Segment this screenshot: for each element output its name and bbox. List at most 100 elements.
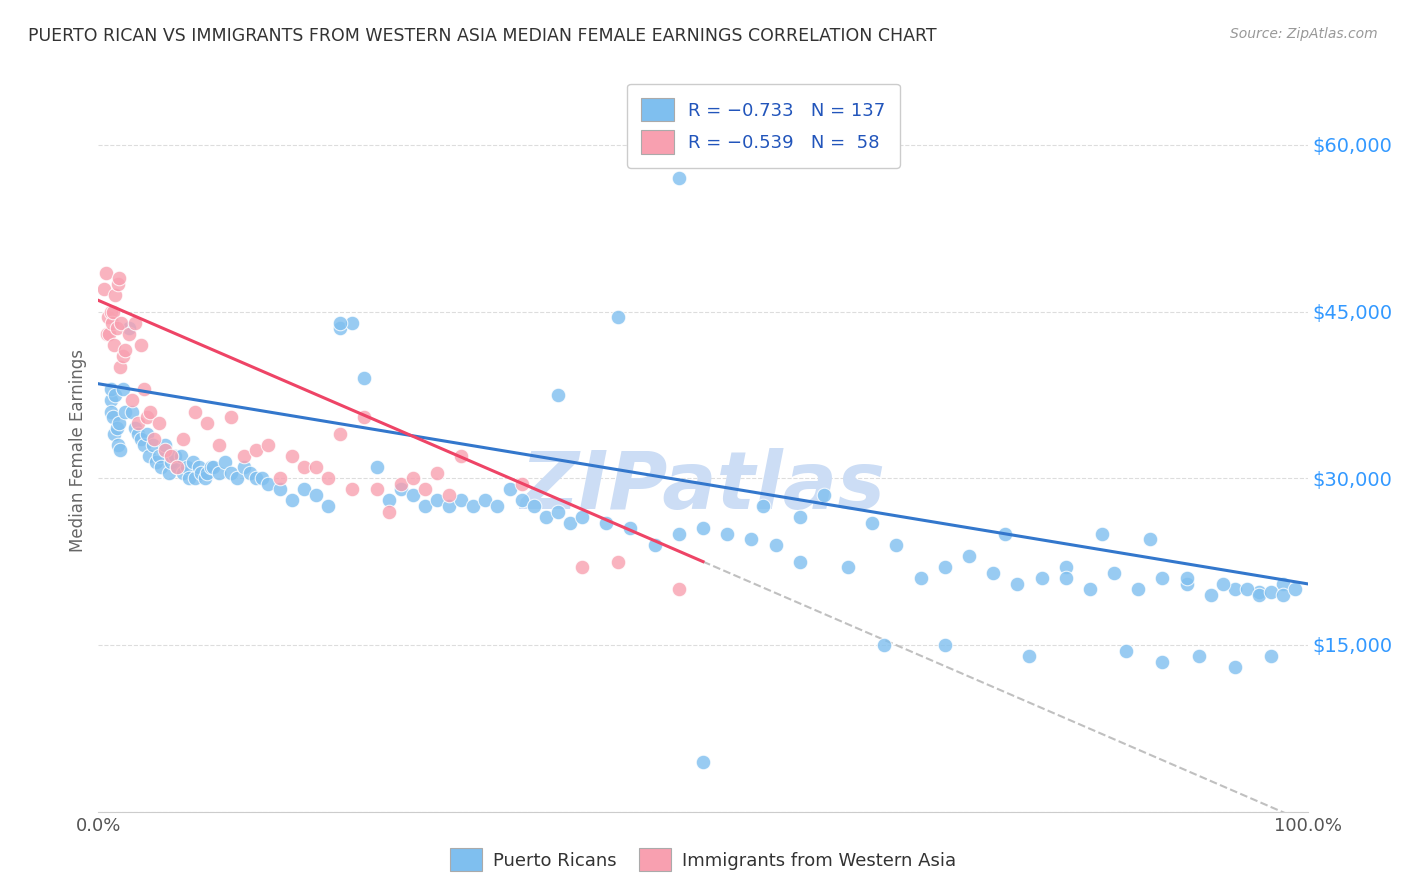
Point [389,483,412,497]
Point [100,382,122,396]
Point [94,266,117,280]
Point [111,349,134,363]
Point [160,449,183,463]
Point [1152,571,1174,585]
Legend: Puerto Ricans, Immigrants from Western Asia: Puerto Ricans, Immigrants from Western A… [443,841,963,879]
Point [148,416,170,430]
Point [134,382,156,396]
Point [668,582,690,597]
Point [353,371,375,385]
Point [353,410,375,425]
Point [103,426,125,441]
Point [1272,577,1295,591]
Point [172,466,194,480]
Text: Source: ZipAtlas.com: Source: ZipAtlas.com [1230,27,1378,41]
Point [256,476,278,491]
Point [1054,560,1077,574]
Point [166,460,188,475]
Point [187,460,209,475]
Y-axis label: Median Female Earnings: Median Female Earnings [69,349,87,552]
Point [740,533,762,547]
Point [179,471,201,485]
Point [413,499,436,513]
Point [232,460,254,475]
Point [135,426,157,441]
Point [129,338,152,352]
Point [98,326,121,341]
Point [389,476,412,491]
Point [269,471,291,485]
Point [239,466,262,480]
Point [100,304,122,318]
Point [329,316,352,330]
Point [558,516,581,530]
Point [1199,588,1222,602]
Point [269,483,291,497]
Point [316,499,339,513]
Point [377,505,399,519]
Point [292,483,315,497]
Point [342,483,364,497]
Point [110,316,132,330]
Point [692,521,714,535]
Point [100,404,122,418]
Point [910,571,932,585]
Point [426,493,449,508]
Point [1175,577,1198,591]
Point [1223,582,1246,597]
Point [118,326,141,341]
Point [813,488,835,502]
Point [153,438,176,452]
Point [148,449,170,463]
Point [1249,588,1271,602]
Point [108,416,131,430]
Point [1031,571,1053,585]
Point [547,388,569,402]
Point [463,499,485,513]
Point [860,516,883,530]
Point [994,526,1017,541]
Point [571,510,593,524]
Point [107,438,129,452]
Point [101,304,124,318]
Point [1128,582,1150,597]
Point [1223,660,1246,674]
Point [100,316,122,330]
Point [474,493,496,508]
Point [402,488,425,502]
Point [1054,571,1077,585]
Point [1078,582,1101,597]
Point [107,277,129,291]
Point [934,560,956,574]
Point [121,404,143,418]
Point [523,499,546,513]
Point [226,471,249,485]
Point [752,499,775,513]
Point [157,466,180,480]
Point [104,388,127,402]
Point [135,410,157,425]
Point [138,449,160,463]
Point [305,488,328,502]
Point [96,326,118,341]
Point [200,460,222,475]
Point [194,471,217,485]
Point [789,510,811,524]
Point [716,526,738,541]
Point [607,310,630,324]
Point [837,560,859,574]
Point [202,460,225,475]
Point [195,466,218,480]
Point [97,310,120,324]
Point [245,443,267,458]
Point [571,560,593,574]
Point [160,454,183,468]
Point [124,316,146,330]
Point [114,343,136,358]
Point [127,426,149,441]
Point [153,443,176,458]
Point [1102,566,1125,580]
Point [214,454,236,468]
Point [486,499,509,513]
Point [221,466,243,480]
